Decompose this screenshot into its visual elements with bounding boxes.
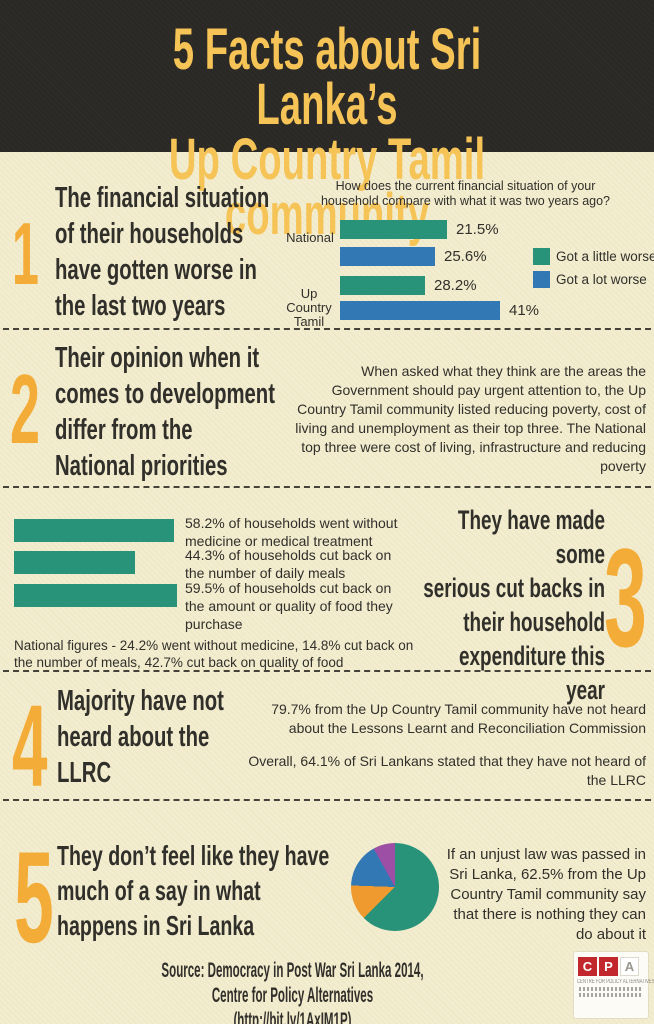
fact-4-number: 4 [12, 681, 48, 811]
fact-2-heading: Their opinion when it comes to developme… [55, 342, 275, 482]
fact-3-number: 3 [604, 519, 647, 676]
bar-food-quality [14, 584, 177, 607]
bar-daily-meals [14, 551, 135, 574]
bar-label-food-quality: 59.5% of households cut back on the amou… [185, 580, 393, 632]
source-citation: Source: Democracy in Post War Sri Lanka … [161, 959, 424, 1024]
legend-swatch-blue [533, 271, 550, 288]
bar-value-label: 41% [509, 302, 540, 319]
row-label-up-country-tamil: Up Country Tamil [286, 286, 332, 329]
fact-3-footnote: National figures - 24.2% went without me… [14, 638, 414, 670]
fact-1-heading: The financial situation of their househo… [55, 182, 270, 322]
dashed-separator-3 [3, 670, 651, 672]
fact-5-heading: They don’t feel like they have much of a… [57, 840, 330, 941]
bar-national-lot-worse [340, 247, 435, 266]
dashed-separator-2 [3, 486, 651, 488]
cpa-logo-letter-a: A [620, 957, 639, 976]
bar-value-label: 21.5% [456, 221, 499, 238]
bar-national-little-worse [340, 220, 447, 239]
sinhala-script-line [579, 987, 643, 991]
chart-legend: Got a little worse Got a lot worse [533, 248, 654, 294]
fact-5-number: 5 [14, 824, 54, 970]
fact-1-number: 1 [12, 204, 39, 303]
bar-label-medicine: 58.2% of households went without medicin… [185, 515, 398, 549]
fact-2-body: When asked what they think are the areas… [295, 363, 646, 474]
fact-4-heading: Majority have not heard about the LLRC [57, 685, 224, 789]
chart-question: How does the current financial situation… [320, 179, 611, 208]
legend-label: Got a lot worse [556, 272, 647, 287]
cpa-logo-caption: Centre for Policy Alternatives [576, 979, 654, 985]
row-label-national: National [286, 230, 334, 245]
fact-3-heading: They have made some serious cut backs in… [423, 505, 605, 705]
cpa-logo-letters: C P A [574, 952, 648, 979]
pie-chart [351, 843, 439, 931]
bar-value-label: 28.2% [434, 277, 477, 294]
bar-uct-little-worse [340, 276, 425, 295]
fact-4-body-overall: Overall, 64.1% of Sri Lankans stated tha… [248, 753, 646, 788]
bar-label-daily-meals: 44.3% of households cut back on the numb… [185, 547, 392, 581]
cpa-logo-letter-p: P [599, 957, 618, 976]
dashed-separator-1 [3, 328, 651, 330]
bar-uct-lot-worse [340, 301, 500, 320]
fact-1-bar-chart: How does the current financial situation… [283, 175, 654, 329]
fact-5-body: If an unjust law was passed in Sri Lanka… [446, 846, 646, 943]
bar-value-label: 25.6% [444, 248, 487, 265]
page-title: 5 Facts about Sri Lanka’s Up Country Tam… [168, 17, 486, 247]
tamil-script-line [579, 993, 643, 997]
legend-item-lot-worse: Got a lot worse [533, 271, 654, 288]
cpa-logo: C P A Centre for Policy Alternatives [574, 952, 654, 1018]
legend-item-little-worse: Got a little worse [533, 248, 654, 265]
header-banner: 5 Facts about Sri Lanka’s Up Country Tam… [0, 0, 654, 244]
fact-4-body-llrc: 79.7% from the Up Country Tamil communit… [271, 701, 646, 736]
dashed-separator-4 [3, 799, 651, 801]
cpa-logo-letter-c: C [578, 957, 597, 976]
fact-2-number: 2 [10, 354, 40, 464]
legend-swatch-teal [533, 248, 550, 265]
bar-medicine [14, 519, 174, 542]
legend-label: Got a little worse [556, 249, 654, 264]
